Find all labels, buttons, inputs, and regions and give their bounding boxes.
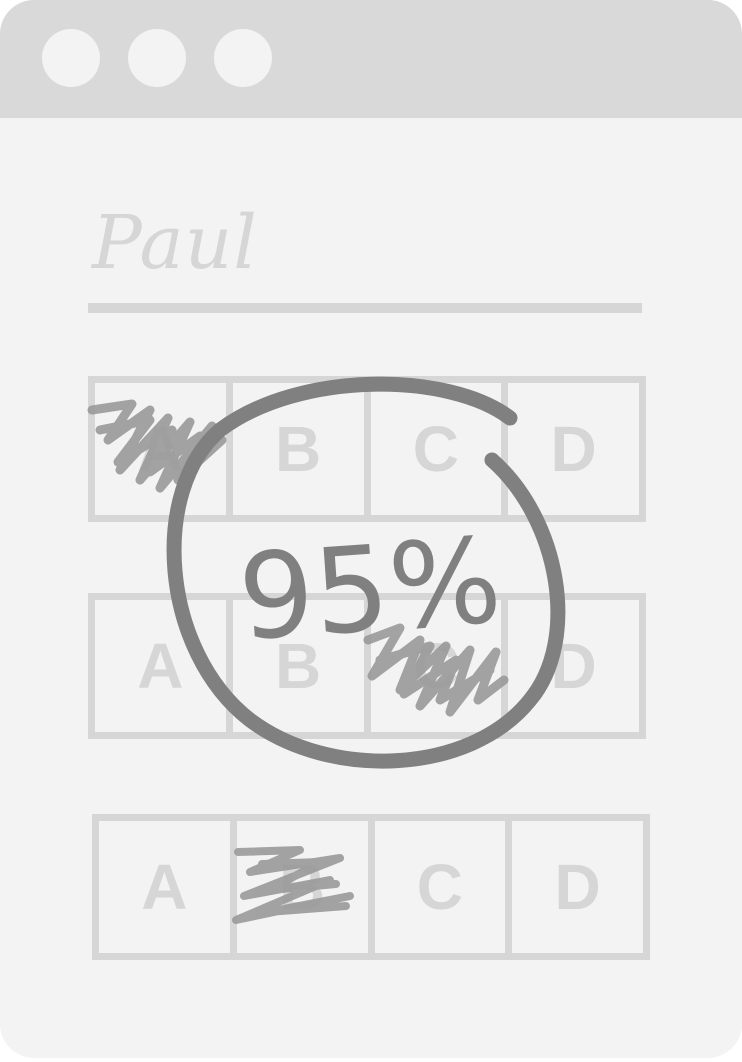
name-underline <box>88 303 642 313</box>
student-name: Paul <box>92 200 258 286</box>
scribble-mark-q3 <box>232 846 354 924</box>
option-a-q2[interactable]: A <box>95 600 233 732</box>
score-circle <box>166 376 566 769</box>
option-a-q3[interactable]: A <box>99 821 237 953</box>
option-d-q3[interactable]: D <box>554 851 601 923</box>
option-d-q1[interactable]: D <box>550 413 597 485</box>
option-c-q1[interactable]: C <box>371 383 509 515</box>
close-button[interactable] <box>42 29 100 87</box>
minimize-button[interactable] <box>128 29 186 87</box>
option-c-q3[interactable]: C <box>375 821 513 953</box>
maximize-button[interactable] <box>214 29 272 87</box>
option-b-q1[interactable]: B <box>233 383 371 515</box>
score-text: 95% <box>234 511 505 667</box>
title-bar <box>0 0 742 118</box>
scribble-mark-q2 <box>363 623 509 717</box>
option-b-q2[interactable]: B <box>233 600 371 732</box>
